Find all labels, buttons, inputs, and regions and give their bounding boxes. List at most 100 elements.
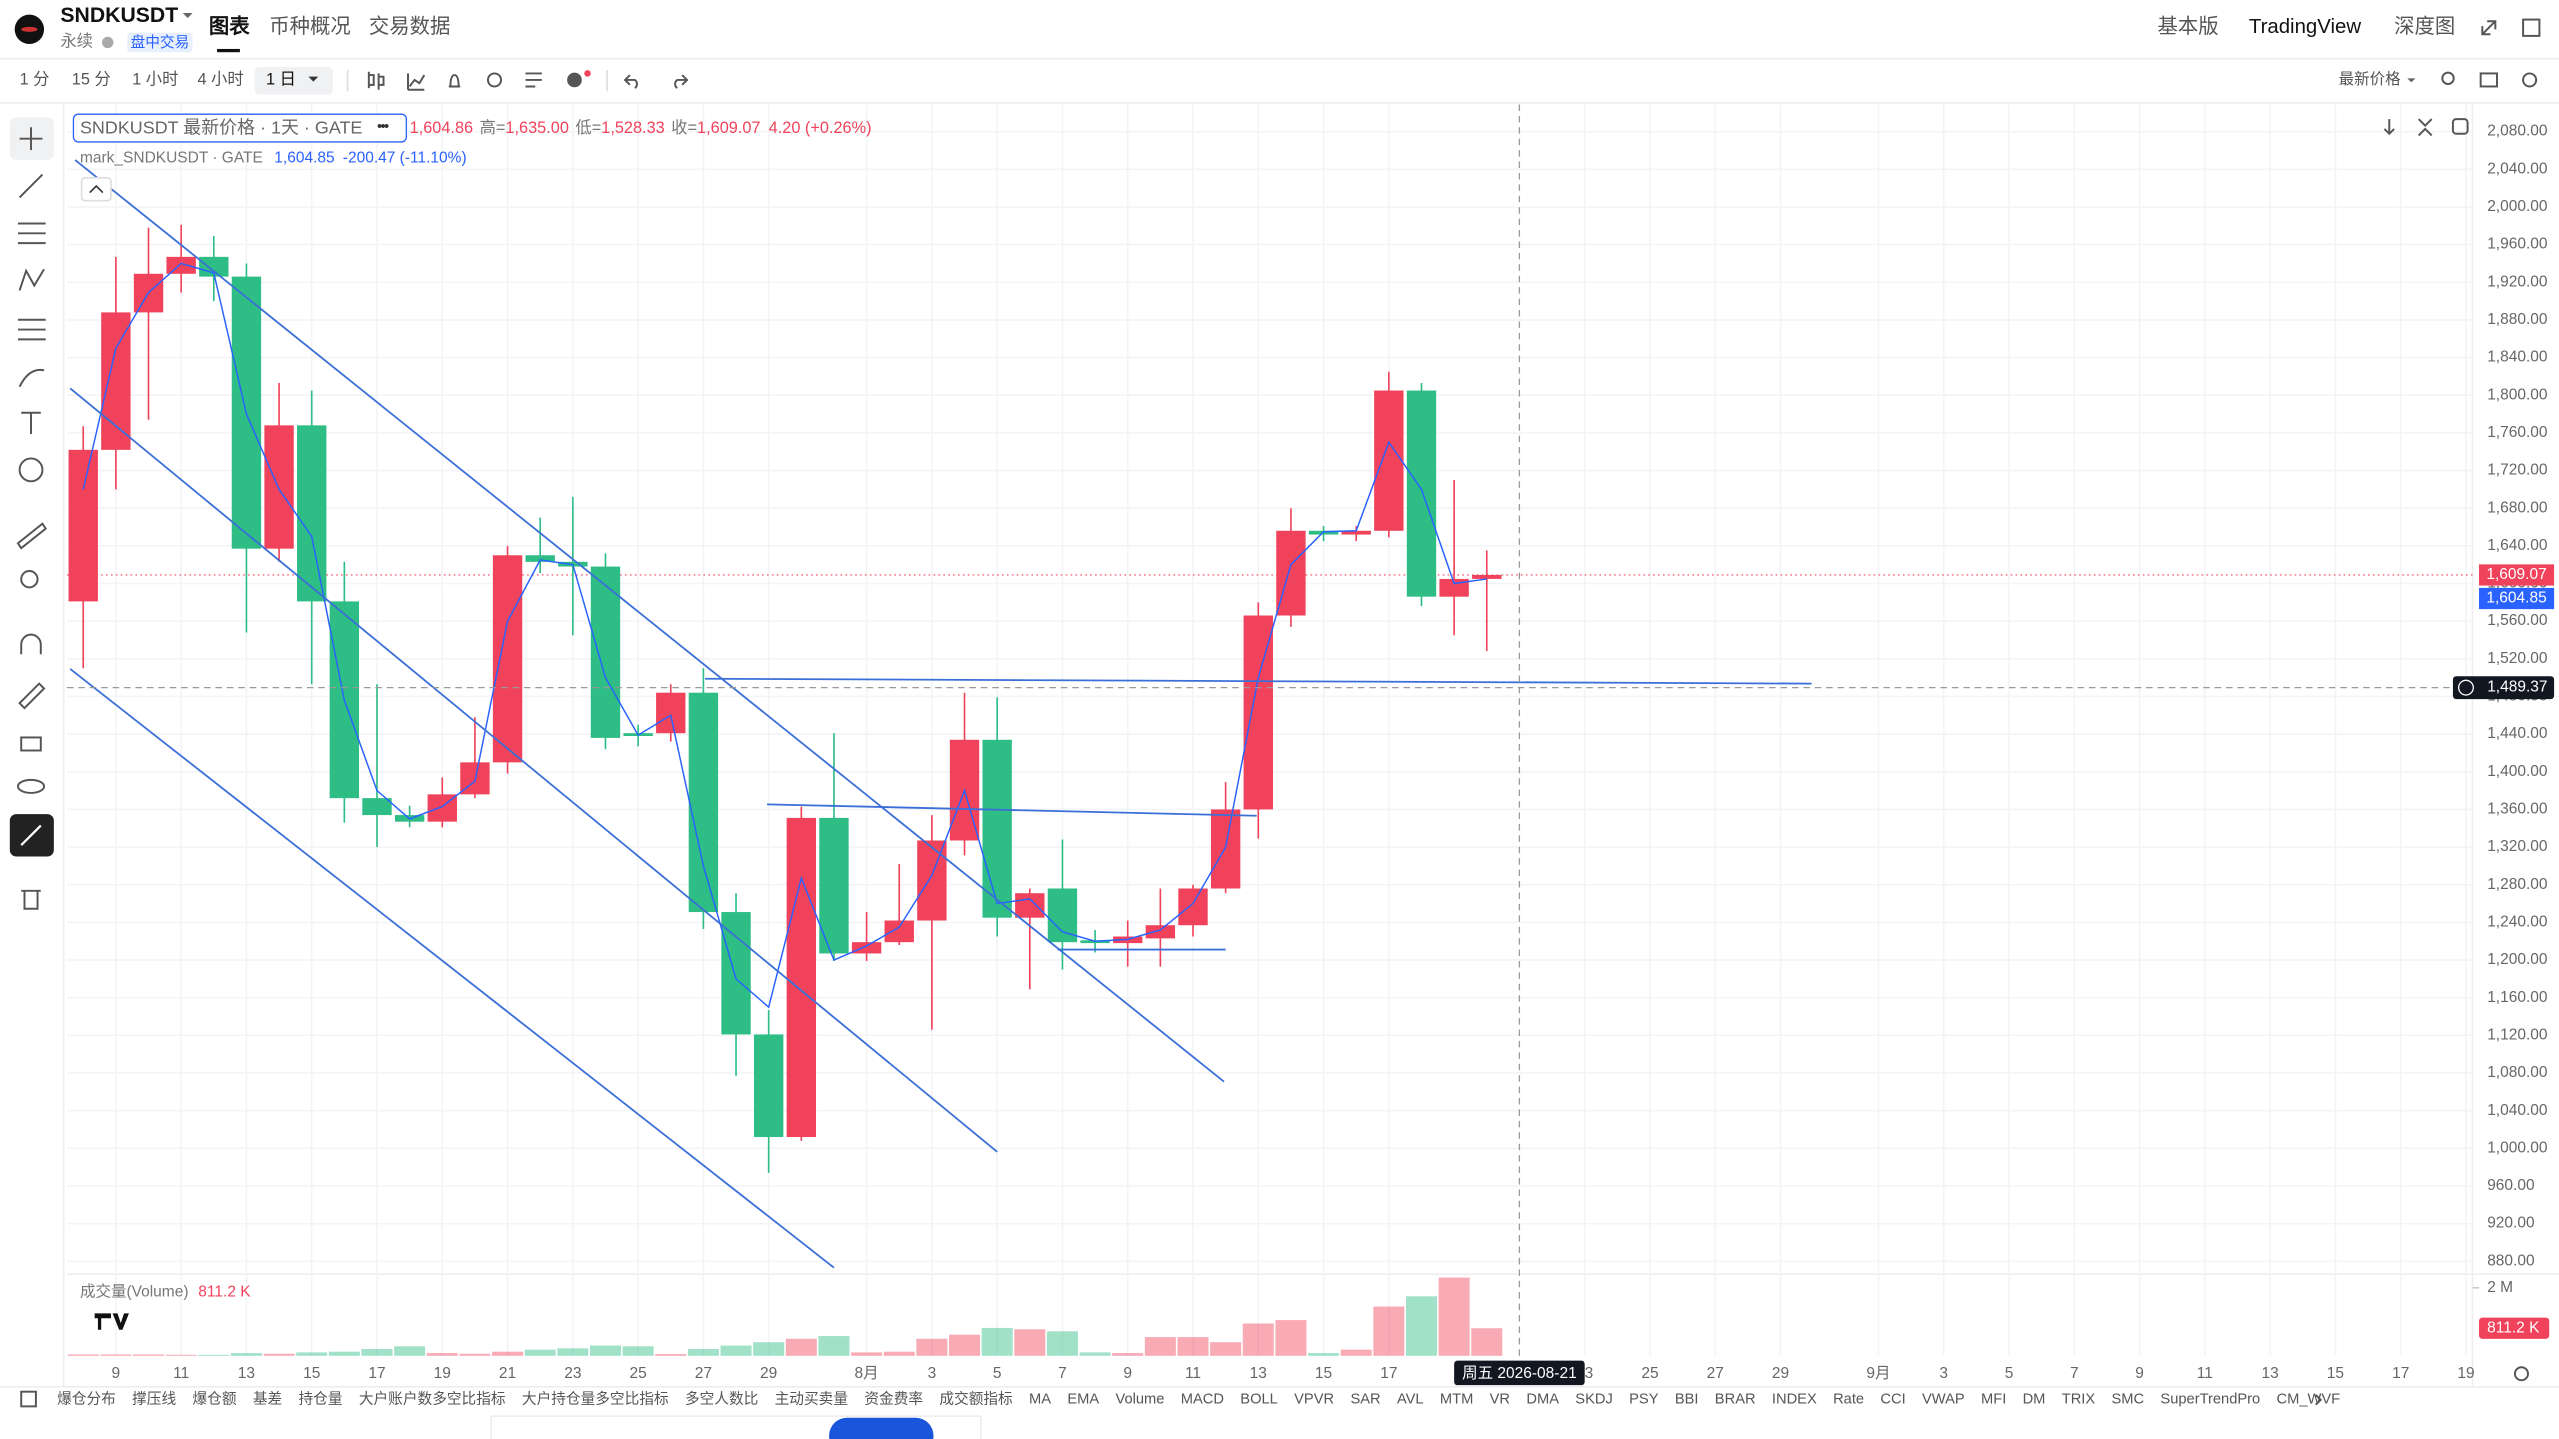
candle-type-icon[interactable] <box>367 71 385 90</box>
indicator[interactable]: 爆仓额 <box>192 1391 236 1408</box>
indicator[interactable]: VWAP <box>1922 1392 1965 1408</box>
volume-bar <box>720 1345 752 1356</box>
text-tool[interactable] <box>21 411 41 434</box>
maximize-icon[interactable] <box>2451 118 2469 135</box>
info-icon[interactable] <box>102 36 114 49</box>
indicator[interactable]: CCI <box>1880 1392 1905 1408</box>
trend-line[interactable] <box>69 387 998 1153</box>
indicator[interactable]: MACD <box>1181 1392 1224 1408</box>
view-link[interactable]: 深度图 <box>2394 15 2455 38</box>
prediction-tool[interactable] <box>17 318 46 341</box>
indicator[interactable]: 爆仓分布 <box>57 1391 116 1408</box>
indicator[interactable]: 资金费率 <box>864 1391 923 1408</box>
volume-bar <box>753 1342 785 1356</box>
view-link[interactable]: TradingView <box>2249 16 2361 38</box>
indicator[interactable]: 撑压线 <box>132 1391 176 1408</box>
scroll-icon[interactable] <box>2383 119 2395 136</box>
indicator[interactable]: PSY <box>1629 1392 1659 1408</box>
indicator[interactable]: 大户账户数多空比指标 <box>359 1391 506 1408</box>
interval[interactable]: 4 小时 <box>197 70 243 88</box>
view-link[interactable]: 基本版 <box>2158 15 2219 38</box>
indicator[interactable]: AVL <box>1397 1392 1424 1408</box>
interval-dropdown[interactable] <box>308 76 319 82</box>
indicator[interactable]: MFI <box>1981 1392 2006 1408</box>
magnet-tool[interactable] <box>20 633 42 655</box>
collapse-button[interactable] <box>80 177 112 202</box>
trend-line[interactable] <box>74 159 1225 1083</box>
visibility-tool[interactable] <box>16 778 46 794</box>
indicator[interactable]: 多空人数比 <box>685 1391 758 1408</box>
indicator[interactable]: VPVR <box>1294 1392 1334 1408</box>
undo-icon[interactable] <box>623 74 639 89</box>
trend-line[interactable] <box>69 668 835 1269</box>
popup-button[interactable] <box>829 1417 934 1439</box>
indicator[interactable]: TRIX <box>2062 1392 2096 1408</box>
indicator[interactable]: BRAR <box>1715 1392 1756 1408</box>
crosshair-tool[interactable] <box>19 127 43 151</box>
replay-icon[interactable] <box>486 72 503 88</box>
indicator[interactable]: BOLL <box>1240 1392 1278 1408</box>
symbol[interactable]: SNDKUSDT <box>60 4 178 27</box>
brush-tool[interactable] <box>18 368 45 388</box>
indicator[interactable]: CM_WVF <box>2277 1392 2341 1408</box>
lock-tool[interactable] <box>20 736 42 752</box>
interval[interactable]: 1 分 <box>20 70 50 88</box>
indicator[interactable]: BBI <box>1675 1392 1699 1408</box>
snapshot-icon[interactable] <box>2479 72 2498 88</box>
legend-box[interactable] <box>72 113 408 143</box>
indicator[interactable]: MA <box>1029 1392 1051 1408</box>
indicator-icon[interactable] <box>407 73 426 91</box>
redo-icon[interactable] <box>674 74 689 89</box>
emoji-tool[interactable] <box>18 457 44 483</box>
indicator[interactable]: SMC <box>2111 1392 2144 1408</box>
legend-more[interactable]: ••• <box>377 119 391 135</box>
price-source[interactable]: 最新价格 <box>2339 70 2402 88</box>
indicator[interactable]: INDEX <box>1772 1392 1817 1408</box>
indicator[interactable]: DM <box>2023 1392 2046 1408</box>
indicator[interactable]: SAR <box>1350 1392 1380 1408</box>
settings-icon[interactable] <box>2522 72 2538 88</box>
interval[interactable]: 1 小时 <box>132 70 178 88</box>
tab[interactable]: 币种概况 <box>269 15 351 38</box>
template-icon[interactable] <box>525 72 542 88</box>
search-icon[interactable] <box>2441 71 2455 86</box>
interval[interactable]: 15 分 <box>72 70 111 88</box>
compare-icon[interactable] <box>567 72 582 88</box>
indicator[interactable]: 成交额指标 <box>939 1390 1013 1408</box>
indicator[interactable]: SKDJ <box>1575 1392 1613 1408</box>
indicator[interactable]: Volume <box>1116 1392 1165 1408</box>
indicator[interactable]: Rate <box>1833 1392 1864 1408</box>
link-tool[interactable] <box>20 824 42 846</box>
calendar-icon[interactable] <box>20 1390 37 1408</box>
tab-underline <box>217 48 240 53</box>
alert-icon[interactable] <box>448 74 461 88</box>
tab[interactable]: 图表 <box>209 14 250 38</box>
pattern-tool[interactable] <box>18 268 45 291</box>
indicator[interactable]: EMA <box>1067 1392 1099 1408</box>
interval[interactable]: 1 日 <box>266 70 296 88</box>
indicator[interactable]: SuperTrendPro <box>2160 1392 2260 1408</box>
line-tool[interactable] <box>18 173 44 199</box>
delete-tool[interactable] <box>21 889 41 910</box>
indicator-next[interactable] <box>2315 1394 2323 1406</box>
fib-tool[interactable] <box>17 222 46 245</box>
fullscreen-icon[interactable] <box>2481 20 2497 36</box>
indicator[interactable]: MTM <box>1440 1392 1473 1408</box>
horizontal-ray[interactable] <box>705 677 1812 685</box>
indicator[interactable]: DMA <box>1526 1392 1559 1408</box>
indicator[interactable]: 大户持仓量多空比指标 <box>522 1391 669 1408</box>
axis-settings[interactable] <box>2513 1366 2529 1382</box>
tab[interactable]: 交易数据 <box>369 15 451 38</box>
price-source-dropdown[interactable] <box>2407 78 2416 83</box>
indicator[interactable]: VR <box>1490 1392 1510 1408</box>
indicator[interactable]: 基差 <box>253 1391 282 1408</box>
lock-drawing-tool[interactable] <box>18 682 46 710</box>
indicator[interactable]: 持仓量 <box>298 1391 342 1408</box>
ruler-tool[interactable] <box>16 522 48 550</box>
indicator[interactable]: 主动买卖量 <box>775 1391 849 1408</box>
trend-line[interactable] <box>767 803 1257 817</box>
zoom-tool[interactable] <box>20 570 39 589</box>
collapse-all-icon[interactable] <box>2417 118 2433 137</box>
symbol-dropdown[interactable] <box>182 13 193 18</box>
window-icon[interactable] <box>2522 18 2541 37</box>
